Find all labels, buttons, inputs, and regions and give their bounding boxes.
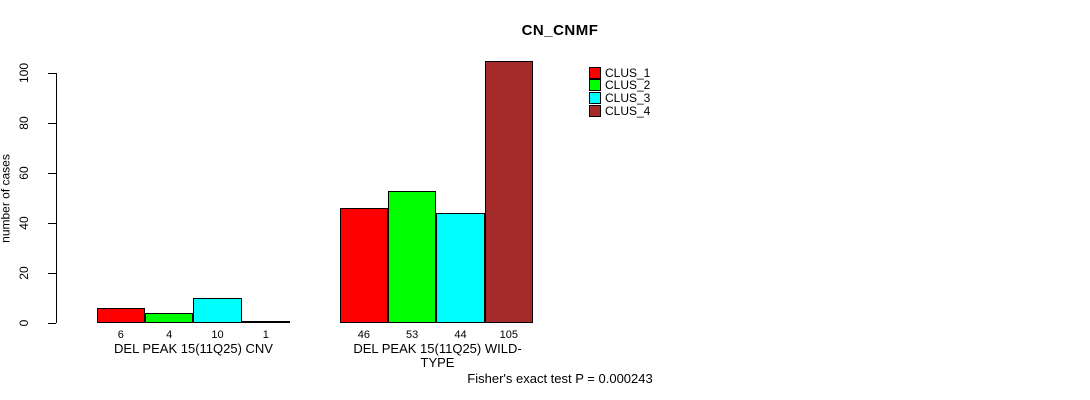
y-axis-tick [48,72,56,74]
bar-clus_1 [339,208,389,323]
y-axis-tick [48,322,56,324]
chart-title: CN_CNMF [521,22,599,39]
legend-label: CLUS_4 [605,103,651,118]
bar-value-label: 105 [499,329,519,341]
y-axis-tick-label: 60 [17,166,31,180]
bar-clus_4 [484,60,534,323]
y-axis-line [56,73,57,323]
legend-swatch-icon [589,79,601,92]
bar-value-label: 4 [166,329,173,341]
bar-clus_3 [436,213,485,323]
legend-label: CLUS_1 [605,65,651,80]
legend-item-clus_3: CLUS_3 [589,92,650,105]
x-group-label-wild-type: DEL PEAK 15(11Q25) WILD-TYPE [353,341,522,370]
y-axis-tick [48,272,56,274]
legend-label: CLUS_3 [605,91,651,106]
y-axis-tick-label: 80 [17,116,31,130]
y-axis-tick-label: 20 [17,266,31,280]
bar-clus_4 [241,320,291,323]
bar-clus_1 [96,308,146,323]
bar-clus_2 [388,190,437,323]
y-axis-tick-label: 0 [17,319,31,327]
legend-item-clus_2: CLUS_2 [589,79,650,92]
bar-value-label: 1 [262,329,269,341]
bar-value-label: 6 [117,329,124,341]
legend-item-clus_4: CLUS_4 [589,104,650,117]
legend-swatch-icon [589,66,601,79]
y-axis-label: number of cases [0,154,13,243]
bar-value-label: 10 [211,329,224,341]
legend-item-clus_1: CLUS_1 [589,66,650,79]
legend-swatch-icon [589,104,601,117]
legend-label: CLUS_2 [605,78,651,93]
y-axis-tick-label: 100 [17,62,31,84]
y-axis-tick [48,122,56,124]
x-group-label-cnv: DEL PEAK 15(11Q25) CNV [114,341,273,356]
bar-clus_3 [193,298,242,323]
bar-value-label: 44 [454,329,467,341]
bar-clus_2 [145,313,194,323]
bar-value-label: 46 [357,329,370,341]
legend-swatch-icon [589,92,601,105]
y-axis-tick [48,222,56,224]
y-axis-tick [48,172,56,174]
fisher-test-caption: Fisher's exact test P = 0.000243 [467,371,653,386]
bar-value-label: 53 [406,329,419,341]
y-axis-tick-label: 40 [17,216,31,230]
